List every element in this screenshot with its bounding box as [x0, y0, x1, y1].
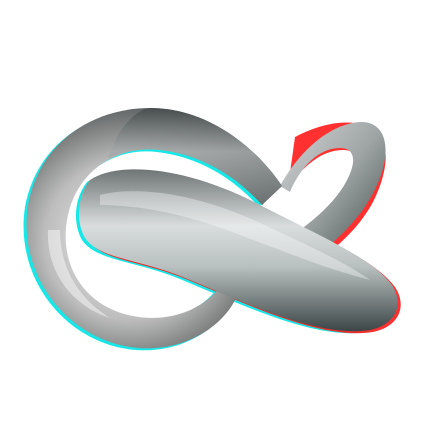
- knot-band-highlight: [100, 191, 370, 280]
- knot-front-band: [78, 169, 398, 332]
- knot-top-arc-shade: [108, 108, 282, 205]
- knot-loop-highlight: [47, 230, 110, 318]
